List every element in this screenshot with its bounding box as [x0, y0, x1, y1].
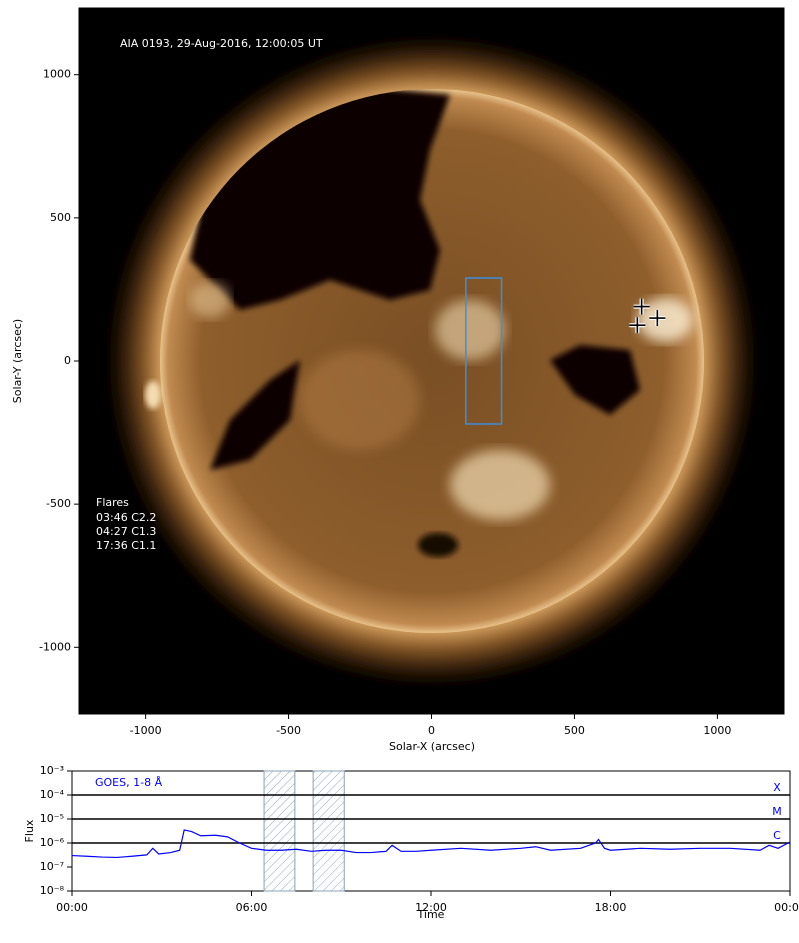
disk-features — [190, 89, 693, 557]
flare-marker — [649, 310, 666, 327]
dark-patch — [418, 533, 458, 557]
flux-line — [71, 829, 791, 859]
flare-marker — [629, 317, 646, 334]
y-axis-label: Solar-Y (arcsec) — [11, 319, 24, 403]
goes-panel: GOES, 1-8 Å Time Flux 00:00 06:00 12:00 18:… — [23, 764, 799, 921]
time-span — [263, 770, 296, 892]
y-tick-label: 10⁻³ — [40, 764, 64, 777]
y-axis-label: Flux — [23, 819, 36, 842]
active-region — [435, 300, 505, 360]
y-tick-label: -500 — [46, 497, 71, 510]
region-box — [465, 277, 503, 425]
x-tick-label: -1000 — [130, 724, 162, 737]
image-title: AIA 0193, 29-Aug-2016, 12:00:05 UT — [120, 37, 323, 50]
coronal-hole — [550, 345, 640, 415]
coronal-hole — [210, 360, 300, 470]
y-tick-label: -1000 — [39, 640, 71, 653]
y-tick-label: 10⁻⁴ — [40, 788, 65, 801]
x-tick-label: 06:00 — [236, 901, 268, 914]
marker-cross — [633, 298, 650, 315]
solar-image-panel: AIA 0193, 29-Aug-2016, 12:00:05 UT Flare… — [11, 7, 785, 753]
legend-label: GOES, 1-8 Å — [95, 776, 163, 789]
frame — [71, 770, 791, 892]
y-tick-label: 500 — [50, 211, 71, 224]
x-tick-label: 18:00 — [595, 901, 627, 914]
flares-title: Flares — [96, 496, 129, 509]
y-tick-label: 10⁻⁵ — [40, 812, 64, 825]
bright-point — [190, 282, 230, 318]
flare-entry: 04:27 C1.3 — [96, 525, 156, 538]
x-tick-label: 1000 — [703, 724, 731, 737]
y-tick-label: 10⁻⁷ — [40, 860, 64, 873]
x-tick-label: 0 — [428, 724, 435, 737]
class-label: C — [773, 829, 781, 842]
x-axis-label: Solar-X (arcsec) — [389, 740, 475, 753]
y-tick-label: 0 — [64, 354, 71, 367]
sun-image — [107, 36, 757, 686]
flare-entry: 03:46 C2.2 — [96, 511, 156, 524]
marker-cross — [649, 310, 666, 327]
flare-entry: 17:36 C1.1 — [96, 539, 156, 552]
y-tick-label: 10⁻⁶ — [40, 836, 65, 849]
limb-brightening — [145, 381, 161, 409]
class-label: M — [772, 805, 782, 818]
x-tick-label: -500 — [276, 724, 301, 737]
x-tick-label: 00:00 — [774, 901, 799, 914]
x-tick-label: 12:00 — [415, 901, 447, 914]
loops — [300, 350, 420, 450]
x-tick-label: 00:00 — [56, 901, 88, 914]
x-axis-label: Time — [417, 908, 445, 921]
class-label: X — [773, 781, 781, 794]
x-tick-label: 500 — [564, 724, 585, 737]
time-span — [312, 770, 345, 892]
active-region — [450, 450, 550, 520]
y-tick-label: 1000 — [43, 68, 71, 81]
y-tick-label: 10⁻⁸ — [40, 884, 65, 897]
marker-cross — [629, 317, 646, 334]
flare-marker — [633, 298, 650, 315]
